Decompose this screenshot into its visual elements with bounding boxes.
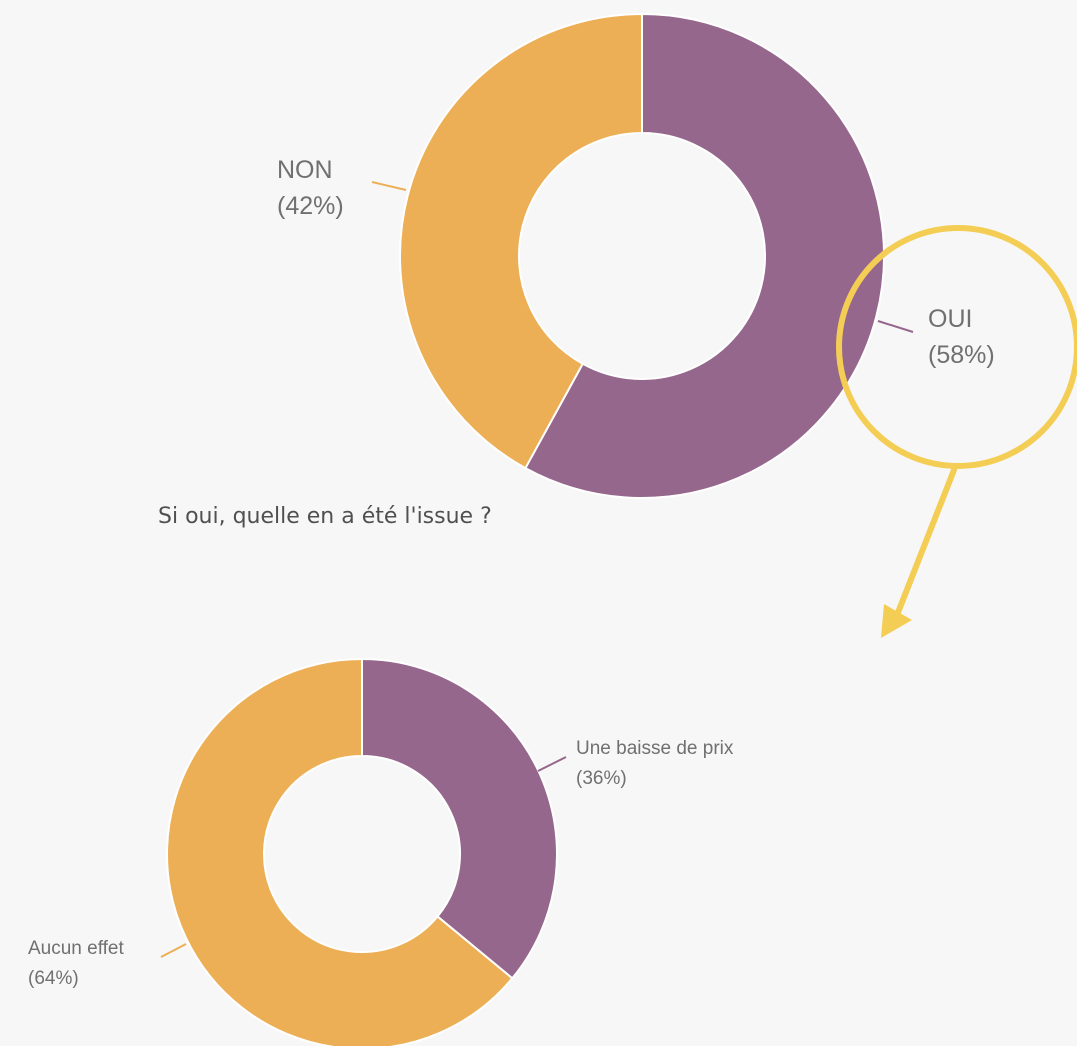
highlight-annotation: [836, 225, 1077, 638]
leader-line: [371, 181, 407, 191]
donut-slice-non: [399, 12, 643, 470]
highlight-circle: [836, 225, 1077, 469]
slice-percent-label: (58%): [928, 341, 995, 369]
highlight-arrow-shaft: [894, 467, 957, 618]
highlight-arrow-head: [881, 604, 912, 638]
question-text: Si oui, quelle en a été l'issue ?: [158, 504, 492, 529]
donut-slice-oui: [524, 12, 885, 499]
donut-slice-aucun-effet: [166, 657, 514, 1046]
slice-label: Aucun effet: [28, 938, 125, 959]
slice-label: OUI: [928, 305, 972, 333]
slice-percent-label: (42%): [277, 192, 344, 220]
slice-label: NON: [277, 156, 333, 184]
slice-percent-label: (64%): [28, 968, 79, 989]
leader-line: [877, 320, 914, 333]
leader-line: [537, 756, 567, 772]
donut-chart-2: Une baisse de prix (36%) Aucun effet (64%): [28, 657, 734, 1046]
donut-slice-une-baisse-de-prix: [361, 657, 558, 980]
leader-line: [160, 943, 187, 958]
slice-label: Une baisse de prix: [576, 738, 734, 759]
slice-percent-label: (36%): [576, 768, 627, 789]
donut-chart-1: OUI (58%) NON (42%): [277, 12, 995, 499]
